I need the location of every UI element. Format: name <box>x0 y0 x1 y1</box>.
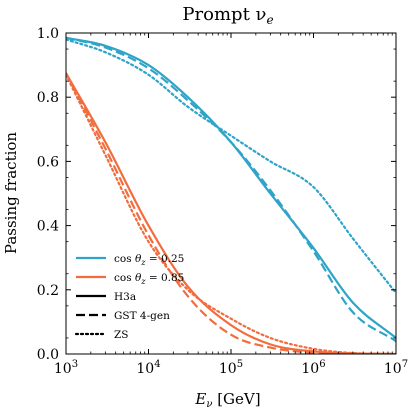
legend-entry: GST 4-gen <box>76 310 170 322</box>
x-tick-label: 103 <box>54 359 78 377</box>
x-axis-label: Eν [GeV] <box>194 390 260 410</box>
series-line-cos025-zs <box>66 38 396 295</box>
axes-frame <box>65 32 397 355</box>
x-ticks: 103 104 105 106 107 <box>54 33 408 377</box>
legend: cos θz = 0.25 cos θz = 0.85 H3a GST 4-gen ZS <box>74 253 184 341</box>
series-line-cos025-gst-4-gen <box>66 36 396 343</box>
x-tick-label: 104 <box>136 359 160 377</box>
legend-label: cos θz = 0.25 <box>114 253 184 267</box>
chart-title: Prompt νe <box>182 4 273 27</box>
plot-area: 103 104 105 106 107 0.0 0.2 0.4 0.6 0.8 1.0 cos θz … <box>37 26 408 377</box>
legend-label: H3a <box>114 291 136 303</box>
y-tick-label: 0.6 <box>37 154 59 170</box>
y-tick-label: 0.4 <box>37 219 59 235</box>
y-tick-label: 0.0 <box>37 347 59 363</box>
x-tick-label: 105 <box>219 359 243 377</box>
y-tick-label: 1.0 <box>37 26 59 42</box>
legend-label: ZS <box>114 329 129 341</box>
y-axis-label: Passing fraction <box>2 132 20 255</box>
x-tick-label: 107 <box>384 359 408 377</box>
y-ticks: 0.0 0.2 0.4 0.6 0.8 1.0 <box>37 26 396 363</box>
legend-label: cos θz = 0.85 <box>114 272 184 286</box>
legend-entry: H3a <box>76 291 136 303</box>
y-tick-label: 0.2 <box>37 283 59 299</box>
x-tick-label: 106 <box>301 359 325 377</box>
y-tick-label: 0.8 <box>37 90 59 106</box>
legend-entry: cos θz = 0.25 <box>76 253 184 267</box>
legend-entry: ZS <box>74 329 129 341</box>
series-lines <box>66 36 396 354</box>
legend-entry: cos θz = 0.85 <box>76 272 184 286</box>
legend-label: GST 4-gen <box>114 310 170 322</box>
series-line-cos085-zs <box>66 73 396 354</box>
